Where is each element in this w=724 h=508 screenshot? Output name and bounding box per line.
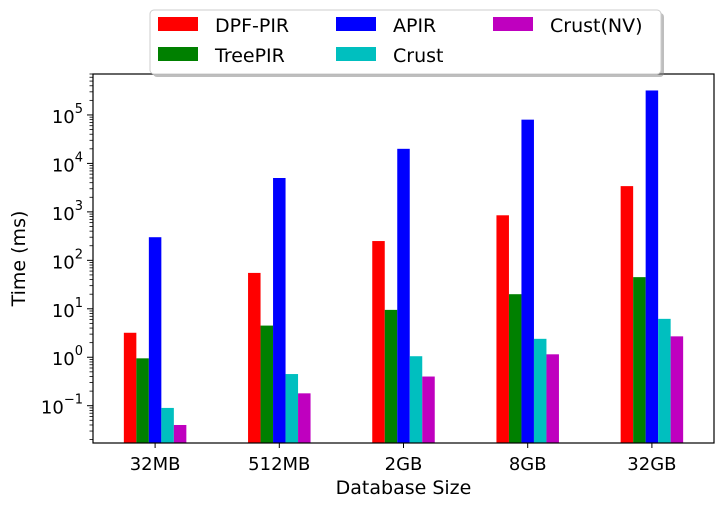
legend-label-crust-nv: Crust(NV)	[550, 15, 643, 37]
x-axis-ticks: 32MB 512MB 2GB 8GB 32GB	[130, 443, 677, 475]
bar-treepir-32mb	[136, 358, 149, 443]
bar-crust-nv-512mb	[298, 393, 311, 443]
x-tick-label: 2GB	[385, 454, 423, 475]
bar-crust-512mb	[285, 374, 299, 443]
legend-swatch-treepir	[158, 47, 198, 61]
bar-dpf-pir-32mb	[123, 332, 137, 443]
bar-crust-2gb	[409, 356, 423, 443]
legend-swatch-crust-nv	[493, 17, 533, 31]
legend-label-crust: Crust	[393, 45, 443, 67]
bar-dpf-pir-8gb	[496, 215, 509, 443]
x-tick-label: 32MB	[130, 454, 181, 475]
x-tick-label: 8GB	[509, 454, 547, 475]
legend-label-apir: APIR	[393, 15, 436, 37]
legend-swatch-dpf-pir	[158, 17, 198, 31]
legend-label-dpf-pir: DPF-PIR	[215, 15, 289, 37]
bar-apir-8gb	[521, 119, 534, 444]
y-tick-label: 102	[52, 247, 83, 273]
y-axis-label: Time (ms)	[8, 211, 30, 308]
bar-crust-nv-32mb	[173, 424, 187, 443]
bar-crust-nv-8gb	[546, 354, 559, 443]
y-tick-label: 101	[52, 296, 83, 322]
y-tick-label: 100	[52, 344, 83, 370]
y-axis-ticks: 10−1 100 101 102 103 104 105	[41, 102, 93, 419]
bar-crust-32mb	[161, 407, 174, 443]
legend: DPF-PIR TreePIR APIR Crust Crust(NV)	[149, 9, 664, 77]
y-tick-label: 10−1	[41, 393, 83, 419]
bar-apir-32mb	[148, 237, 162, 443]
bar-treepir-512mb	[260, 325, 274, 443]
bar-treepir-2gb	[384, 309, 398, 443]
bar-crust-32gb	[658, 318, 671, 443]
legend-label-treepir: TreePIR	[214, 45, 285, 67]
bar-crust-nv-2gb	[422, 376, 435, 443]
bar-crust-8gb	[533, 338, 547, 443]
x-axis-label: Database Size	[336, 477, 472, 499]
legend-swatch-apir	[336, 17, 376, 31]
y-tick-label: 105	[52, 102, 83, 128]
y-tick-label: 104	[52, 150, 83, 176]
bar-apir-32gb	[645, 90, 659, 443]
bar-crust-nv-32gb	[670, 336, 684, 443]
bar-treepir-8gb	[508, 294, 522, 443]
bars-layer	[123, 90, 684, 444]
legend-swatch-crust	[336, 47, 376, 61]
x-tick-label: 512MB	[248, 454, 310, 475]
bar-treepir-32gb	[633, 277, 646, 443]
bar-apir-512mb	[273, 178, 286, 443]
bar-dpf-pir-32gb	[620, 186, 634, 443]
x-tick-label: 32GB	[627, 454, 676, 475]
legend-box	[149, 9, 662, 75]
bar-dpf-pir-512mb	[248, 272, 261, 443]
y-tick-label: 103	[52, 199, 83, 225]
bar-dpf-pir-2gb	[372, 241, 385, 443]
bar-apir-2gb	[397, 148, 410, 443]
